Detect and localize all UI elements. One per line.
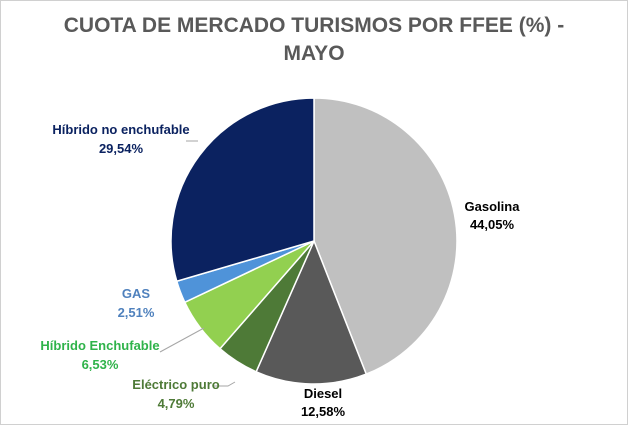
- slice-value-label-2: 4,79%: [158, 396, 195, 411]
- slice-value-label-0: 44,05%: [470, 217, 515, 232]
- pie-slice-1: [255, 239, 368, 385]
- slice-value-label-4: 2,51%: [118, 305, 155, 320]
- pie-slice-0: [313, 97, 458, 376]
- pie-slice-5: [170, 97, 315, 283]
- slice-value-label-1: 12,58%: [301, 404, 346, 419]
- slice-name-label-4: GAS: [122, 286, 151, 301]
- chart-title-line1: CUOTA DE MERCADO TURISMOS POR FFEE (%) -: [63, 14, 565, 37]
- slice-name-label-0: Gasolina: [465, 199, 521, 214]
- slice-name-label-1: Diesel: [304, 386, 342, 401]
- chart-title: CUOTA DE MERCADO TURISMOS POR FFEE (%) -…: [0, 12, 628, 68]
- chart-title-line2: MAYO: [283, 42, 345, 65]
- leader-line-2: [213, 381, 236, 387]
- slice-name-label-2: Eléctrico puro: [132, 377, 219, 392]
- leader-line-3: [159, 327, 205, 353]
- slice-name-label-3: Híbrido Enchufable: [40, 338, 159, 353]
- slice-name-label-5: Híbrido no enchufable: [52, 122, 189, 137]
- slice-value-label-3: 6,53%: [82, 357, 119, 372]
- slice-value-label-5: 29,54%: [99, 141, 144, 156]
